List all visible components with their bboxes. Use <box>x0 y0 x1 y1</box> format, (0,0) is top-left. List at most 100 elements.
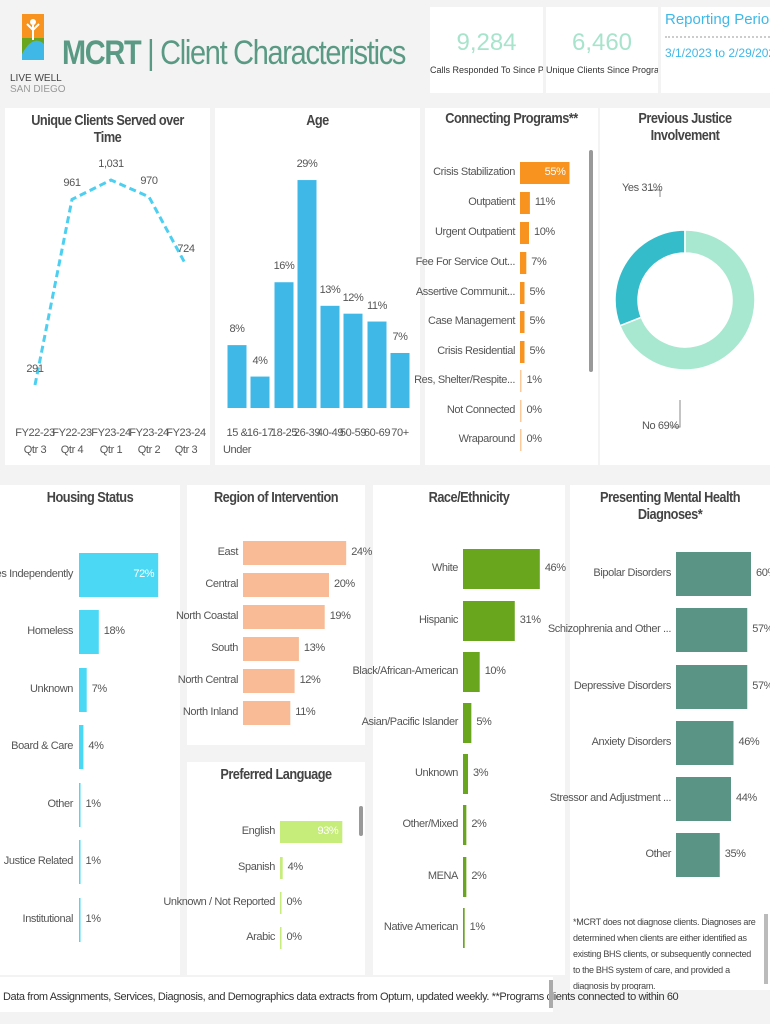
programs-bar[interactable] <box>520 370 522 392</box>
programs-bar[interactable] <box>520 341 525 363</box>
x-tick-label: Under <box>223 444 251 456</box>
chart-title: Housing Status <box>46 489 134 506</box>
value-label: 24% <box>351 546 373 558</box>
x-tick-label: 60-69 <box>363 427 391 439</box>
age-bar[interactable] <box>390 352 410 408</box>
category-label: Wraparound <box>458 433 516 445</box>
programs-bar[interactable] <box>520 192 530 214</box>
language-bar[interactable] <box>280 892 282 914</box>
category-label: Crisis Stabilization <box>433 166 515 178</box>
scrollbar[interactable] <box>589 150 593 372</box>
language-bar[interactable] <box>280 821 343 843</box>
value-label: 46% <box>738 736 760 748</box>
age-bar[interactable] <box>343 313 363 408</box>
diagnoses-bar[interactable] <box>676 665 748 709</box>
programs-bar[interactable] <box>520 282 525 304</box>
title-bold: MCRT <box>62 34 142 72</box>
chart-title: Previous Justice Involvement <box>638 110 732 144</box>
race-bar[interactable] <box>463 601 515 641</box>
language-bar[interactable] <box>280 927 282 949</box>
chart-title: Age <box>306 112 329 129</box>
age-bar[interactable] <box>320 305 340 408</box>
diagnoses-bar[interactable] <box>676 721 734 765</box>
clients-line <box>33 178 188 386</box>
data-label: 8% <box>229 323 245 336</box>
language-bar[interactable] <box>280 857 283 879</box>
kpi-clients: 6,460 Unique Clients Since Program St... <box>546 7 658 93</box>
housing-bar[interactable] <box>79 553 159 597</box>
panel-clients: Unique Clients Served over Time <box>5 108 210 465</box>
category-label: Board & Care <box>11 740 73 752</box>
region-bar[interactable] <box>243 573 329 597</box>
x-tick-label: 50-59 <box>339 427 367 439</box>
housing-bar[interactable] <box>79 725 84 769</box>
donut-slice-no[interactable] <box>618 229 756 371</box>
region-bar[interactable] <box>243 669 295 693</box>
value-label: 11% <box>534 196 555 208</box>
category-label: Urgent Outpatient <box>434 226 515 238</box>
value-label: 12% <box>299 674 321 686</box>
region-bar[interactable] <box>243 605 325 629</box>
data-label: 29% <box>296 158 318 171</box>
category-label: North Coastal <box>175 610 238 622</box>
programs-bar[interactable] <box>520 311 525 333</box>
diagnoses-bar[interactable] <box>676 552 751 596</box>
value-label: 0% <box>526 404 543 416</box>
point-label: 970 <box>140 174 158 187</box>
donut-slice-yes[interactable] <box>614 229 686 327</box>
value-label: 46% <box>544 562 566 574</box>
housing-bar[interactable] <box>79 610 99 654</box>
data-label: 7% <box>392 330 408 343</box>
kpi-calls: 9,284 Calls Responded To Since Progra... <box>430 7 543 93</box>
age-bar[interactable] <box>367 321 387 408</box>
programs-bar[interactable] <box>520 429 522 451</box>
programs-bar[interactable] <box>520 400 522 422</box>
housing-bar[interactable] <box>79 783 81 827</box>
value-label: 44% <box>736 792 757 804</box>
age-bar[interactable] <box>297 180 317 408</box>
housing-bar[interactable] <box>79 840 81 884</box>
value-label: 5% <box>529 345 546 357</box>
value-label: 10% <box>534 226 555 238</box>
race-bar[interactable] <box>463 857 467 897</box>
age-bar[interactable] <box>227 345 247 408</box>
race-bar[interactable] <box>463 549 540 589</box>
age-bar[interactable] <box>250 376 270 408</box>
x-tick-label: Qtr 1 <box>99 444 123 456</box>
race-bar[interactable] <box>463 703 472 743</box>
programs-bar[interactable] <box>520 222 529 244</box>
race-bar[interactable] <box>463 652 480 692</box>
housing-bar[interactable] <box>79 668 87 712</box>
diagnoses-bar[interactable] <box>676 777 731 821</box>
age-bar[interactable] <box>274 282 294 408</box>
scrollbar[interactable] <box>764 914 768 984</box>
data-label: 11% <box>367 299 387 312</box>
category-label: Bipolar Disorders <box>593 567 671 579</box>
region-bar[interactable] <box>243 637 299 661</box>
scrollbar[interactable] <box>549 980 553 1008</box>
footer-text: Data from Assignments, Services, Diagnos… <box>3 991 679 1003</box>
value-label: 93% <box>317 825 339 837</box>
chart-title: Unique Clients Served over Time <box>31 112 184 146</box>
programs-bar[interactable] <box>520 252 527 274</box>
reporting-period: Reporting Period 3/1/2023 to 2/29/2024 <box>661 7 770 93</box>
kpi-value: 9,284 <box>456 29 517 56</box>
category-label: North Central <box>177 674 239 686</box>
scrollbar[interactable] <box>359 806 363 836</box>
housing-bar[interactable] <box>79 898 81 942</box>
category-label: English <box>241 825 276 837</box>
race-bar[interactable] <box>463 908 465 948</box>
region-bar[interactable] <box>243 701 291 725</box>
value-label: 19% <box>329 610 351 622</box>
category-label: Anxiety Disorders <box>591 736 672 748</box>
race-bar[interactable] <box>463 805 467 845</box>
diagnoses-bar[interactable] <box>676 608 748 652</box>
value-label: 0% <box>526 433 543 445</box>
programs-bar[interactable] <box>520 162 570 184</box>
region-bar[interactable] <box>243 541 347 565</box>
category-label: East <box>217 546 239 558</box>
race-bar[interactable] <box>463 754 469 794</box>
diagnoses-bar[interactable] <box>676 833 720 877</box>
value-label: 55% <box>544 166 566 178</box>
category-label: Case Management <box>428 315 515 327</box>
